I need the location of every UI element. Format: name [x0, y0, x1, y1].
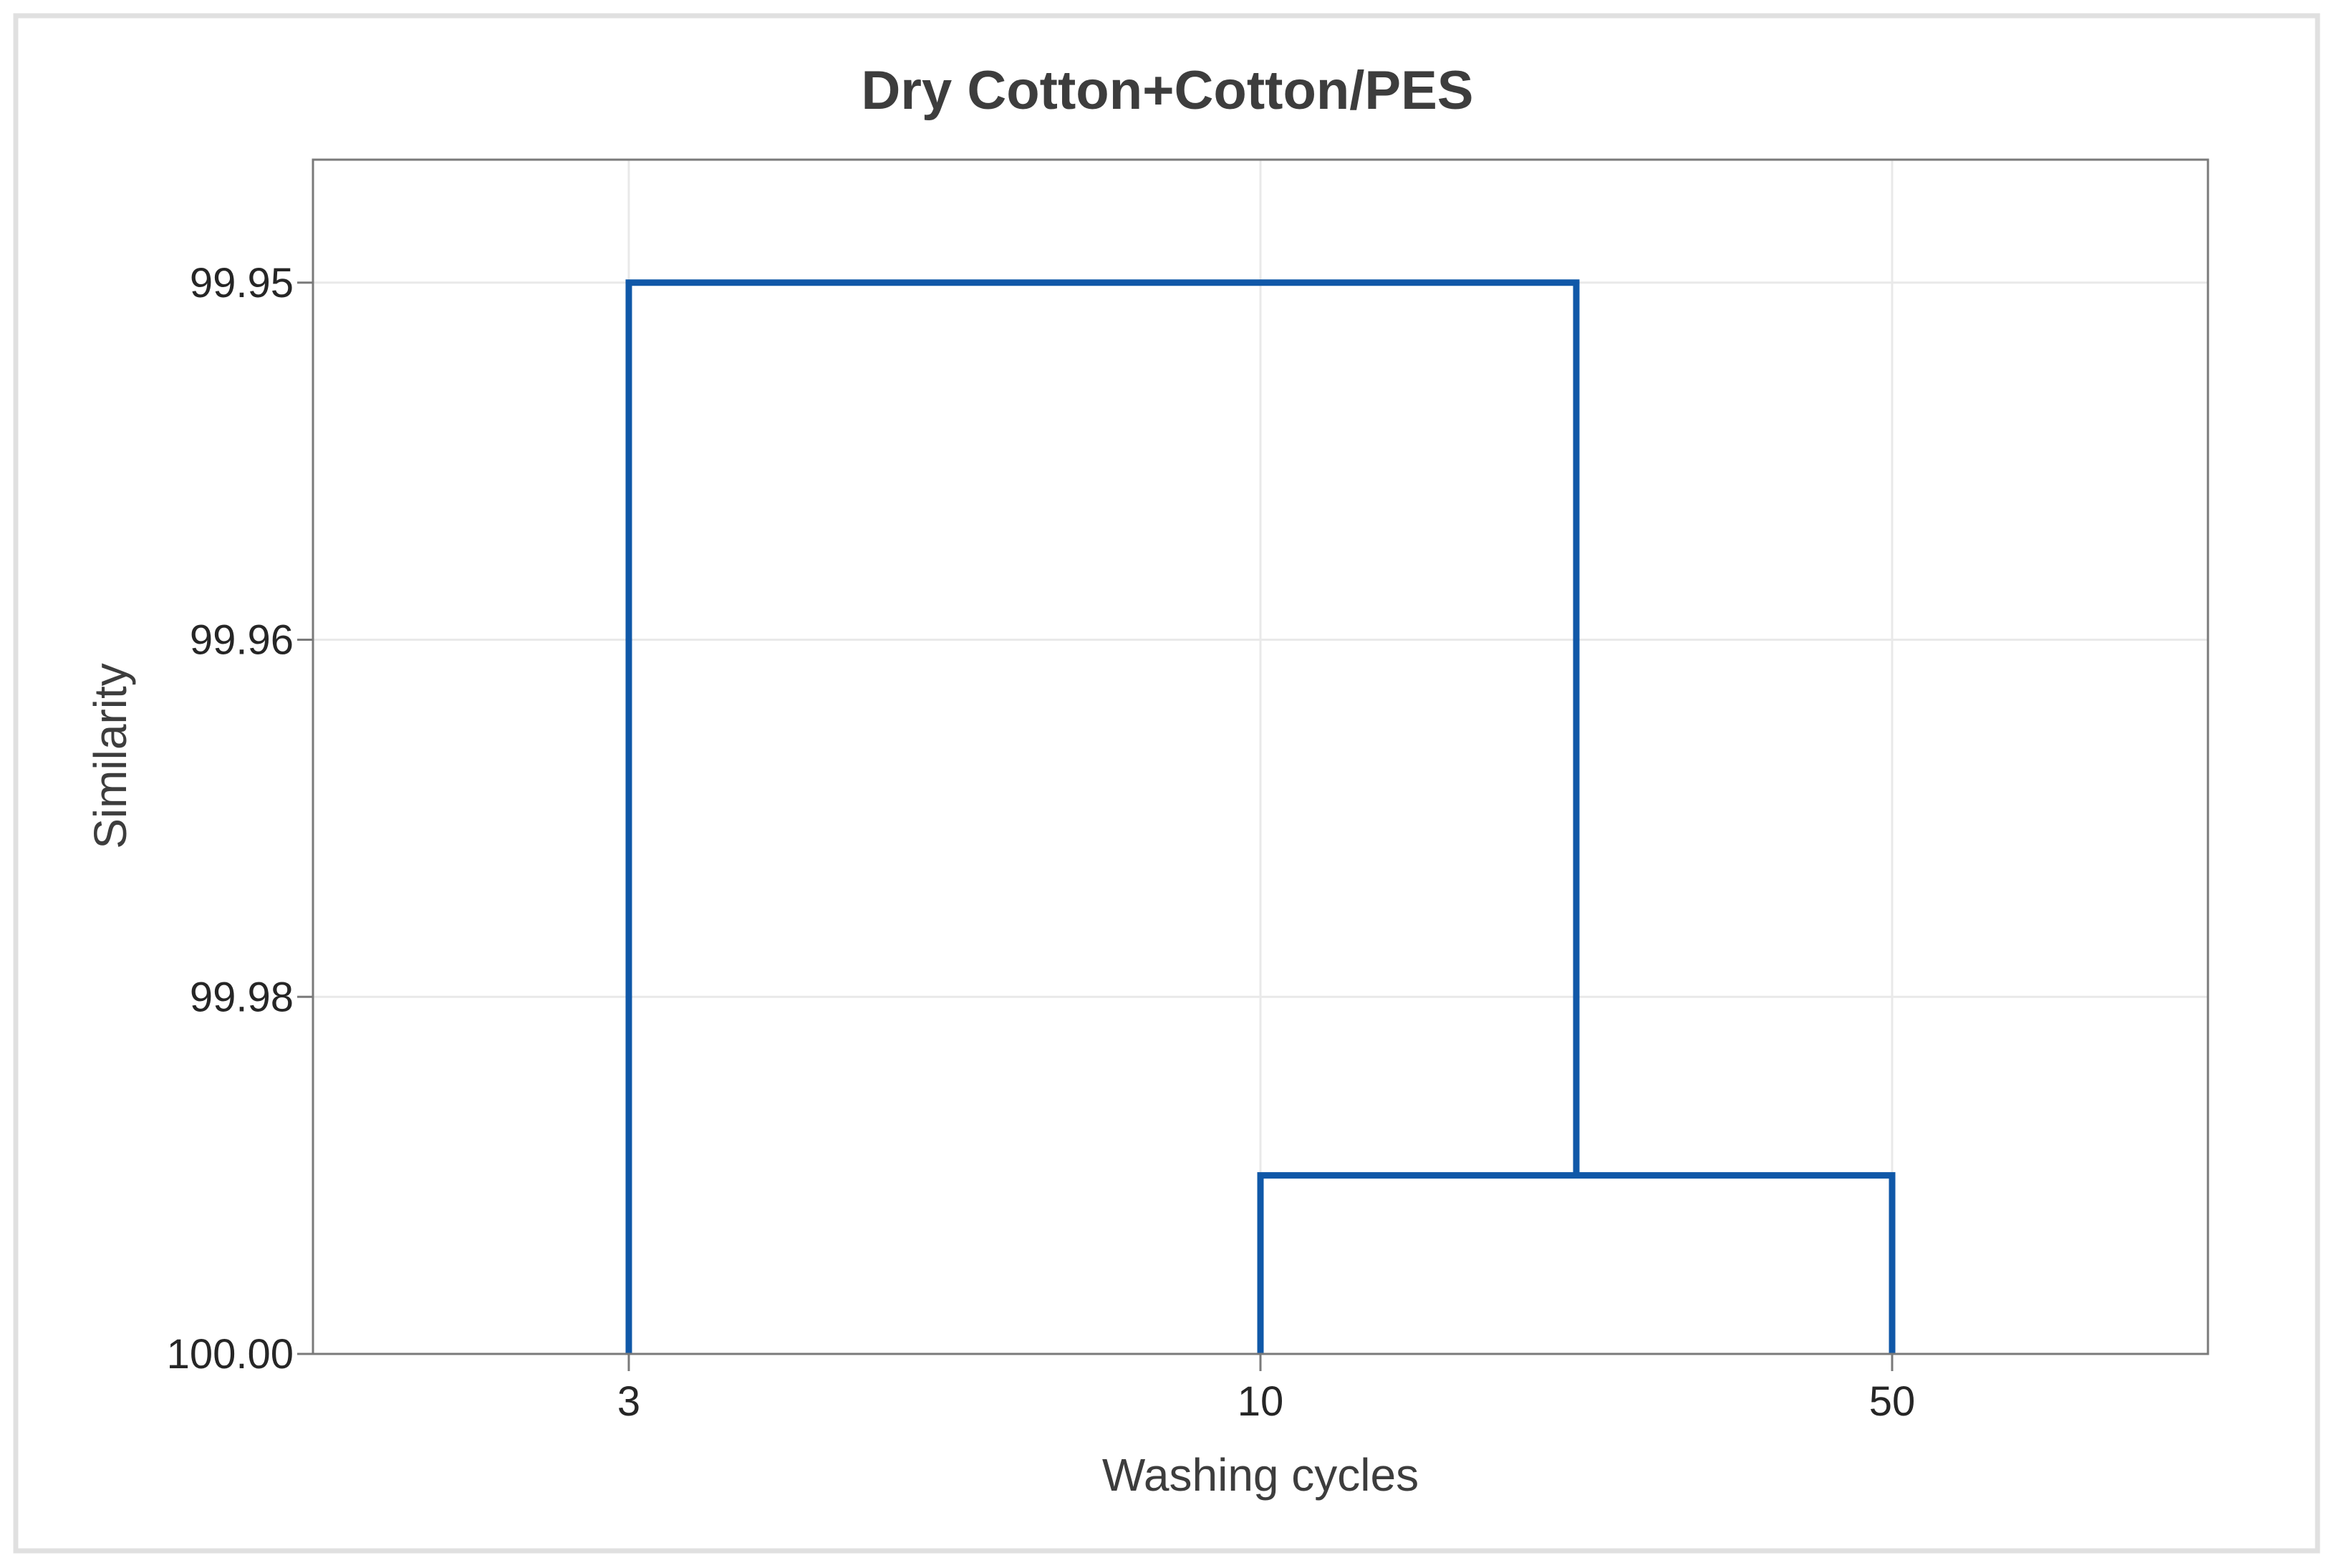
y-tick-label: 99.98	[190, 974, 294, 1020]
x-tick-label: 50	[1869, 1378, 1916, 1425]
y-tick-label: 100.00	[167, 1331, 294, 1378]
chart-title: Dry Cotton+Cotton/PES	[862, 60, 1474, 121]
dendrogram-branches	[625, 279, 1896, 1354]
tick-marks	[297, 281, 1894, 1371]
dendrogram-branch	[625, 279, 1580, 1354]
x-tick-labels: 3 10 50	[617, 1378, 1915, 1425]
x-tick-label: 3	[617, 1378, 640, 1425]
x-tick-label: 10	[1238, 1378, 1284, 1425]
x-axis-title: Washing cycles	[1102, 1449, 1419, 1501]
y-tick-label: 99.95	[190, 260, 294, 306]
y-tick-labels: 99.95 99.96 99.98 100.00	[167, 260, 294, 1378]
y-tick-label: 99.96	[190, 617, 294, 664]
y-axis-title: Similarity	[85, 663, 136, 849]
